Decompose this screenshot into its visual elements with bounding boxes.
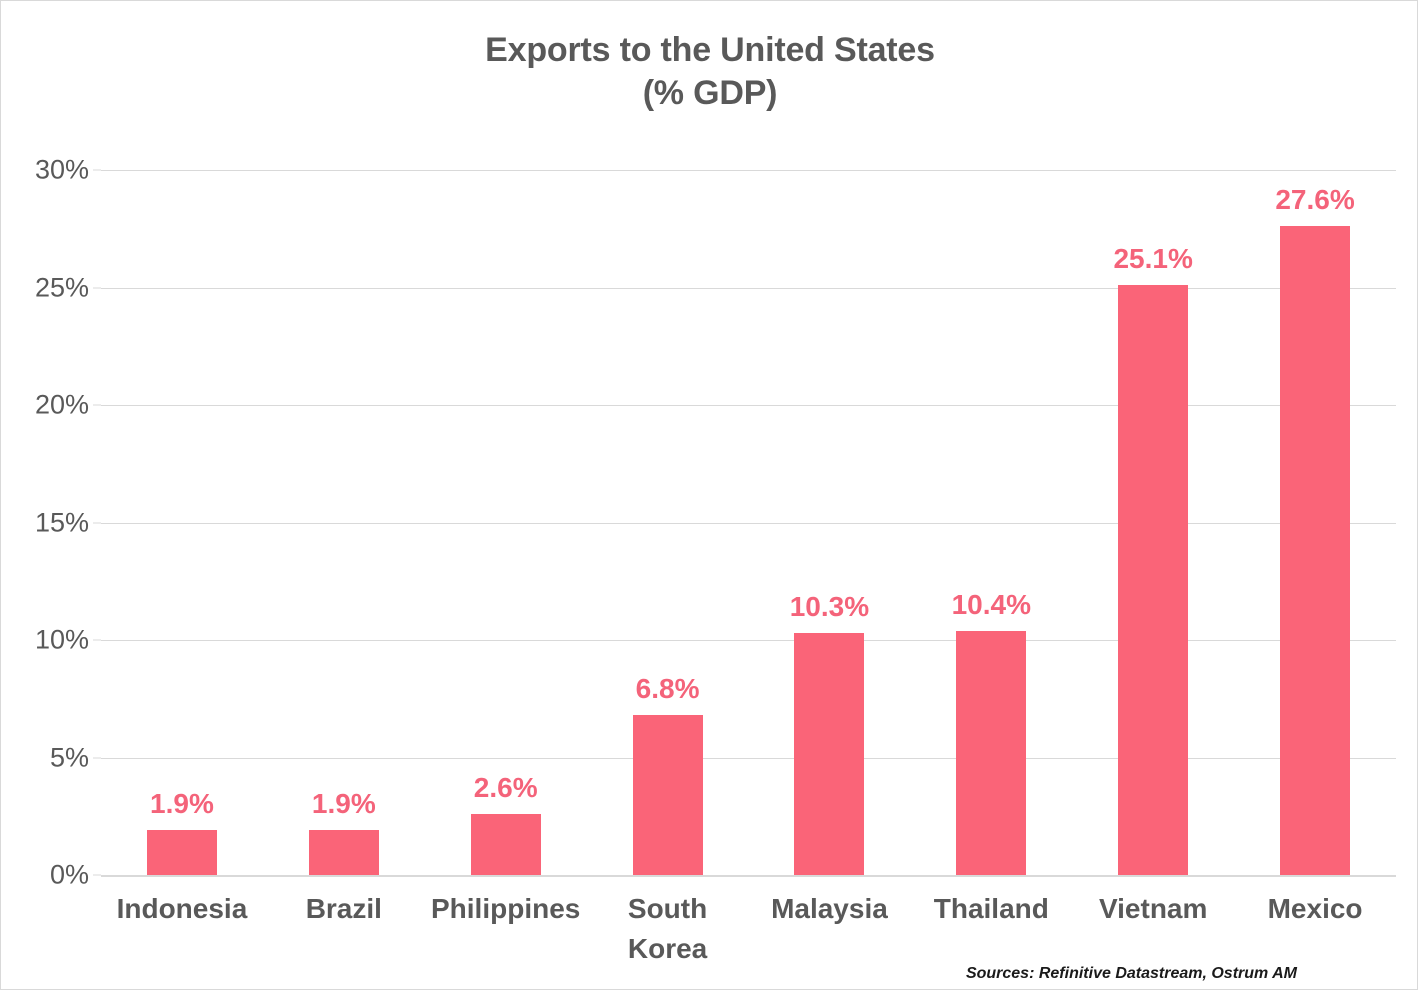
x-axis-tick-label-line: Philippines (431, 893, 581, 924)
y-axis-tick-mark (93, 874, 101, 876)
y-axis-tick-label: 10% (34, 624, 89, 655)
bar-value-label: 10.4% (951, 588, 1032, 620)
bar[interactable] (956, 630, 1027, 875)
bar-group: 1.9% (101, 170, 263, 875)
x-axis-tick-label: Thailand (910, 889, 1072, 929)
y-axis-tick-mark (93, 639, 101, 641)
chart-title-line-1: Exports to the United States (485, 31, 935, 69)
bar-group: 10.3% (749, 170, 911, 875)
x-axis: Indonesia Brazil Philippines South Korea Mala… (101, 889, 1396, 979)
bar-group: 10.4% (910, 170, 1072, 875)
x-axis-tick-label-line: Brazil (305, 893, 382, 924)
x-axis-tick-label: Mexico (1234, 889, 1396, 929)
bar[interactable] (470, 813, 541, 875)
bar[interactable] (632, 715, 703, 875)
gridline-0 (101, 875, 1396, 877)
bar-value-label: 1.9% (311, 788, 376, 820)
gridline-20 (101, 405, 1396, 406)
x-axis-tick-label-line: Malaysia (771, 893, 888, 924)
y-axis-tick-mark (93, 287, 101, 288)
x-axis-tick-label-line: Indonesia (116, 893, 248, 924)
gridline-30 (101, 170, 1396, 171)
bar-group: 27.6% (1234, 170, 1396, 875)
bar[interactable] (146, 830, 217, 875)
bar[interactable] (1118, 285, 1189, 875)
bar-value-label: 27.6% (1275, 184, 1355, 216)
bar-value-label: 2.6% (473, 771, 538, 803)
x-axis-tick-label-line: South (627, 893, 708, 924)
x-axis-tick-label: South Korea (587, 889, 749, 969)
x-axis-tick-label: Philippines (425, 889, 587, 929)
gridline-25 (101, 287, 1396, 289)
x-axis-tick-label-line: Mexico (1267, 893, 1363, 924)
bar-group: 6.8% (587, 170, 749, 875)
y-axis-tick-mark (93, 404, 101, 406)
bar-value-label: 1.9% (150, 788, 214, 820)
bar-value-label: 6.8% (635, 673, 700, 705)
y-axis-tick-mark (93, 522, 101, 523)
y-axis-tick-mark (93, 757, 101, 758)
x-axis-tick-label-line: Korea (627, 932, 708, 964)
y-axis-tick-mark (93, 169, 101, 171)
x-axis-tick-label: Vietnam (1072, 889, 1234, 929)
x-axis-tick-label: Brazil (263, 889, 425, 929)
chart-title: Exports to the United States (% GDP) (1, 29, 1417, 115)
bar-group: 1.9% (263, 170, 425, 875)
y-axis-tick-label: 20% (34, 389, 89, 420)
chart-title-line-2: (% GDP) (642, 73, 778, 112)
bar-value-label: 10.3% (789, 590, 870, 622)
bar[interactable] (308, 830, 379, 875)
y-axis-tick-label: 15% (34, 507, 89, 537)
bar-series: 1.9% 1.9% 2.6% 6.8% 10.3% 10.4% 25.1% 27.6% (101, 170, 1396, 875)
bar-value-label: 25.1% (1113, 243, 1193, 275)
plot-area (101, 170, 1396, 877)
source-note: Sources: Refinitive Datastream, Ostrum A… (965, 965, 1297, 982)
bar[interactable] (1280, 226, 1351, 875)
y-axis-tick-label: 30% (34, 154, 89, 185)
x-axis-tick-label-line: Vietnam (1098, 893, 1208, 924)
y-axis-tick-label: 25% (34, 272, 89, 302)
gridline-15 (101, 522, 1396, 524)
gridline-5 (101, 757, 1396, 759)
gridline-10 (101, 640, 1396, 641)
x-axis-tick-label-line: Thailand (933, 893, 1049, 924)
x-axis-tick-label: Malaysia (749, 889, 911, 929)
y-axis-tick-label: 5% (49, 742, 89, 772)
bar[interactable] (794, 632, 865, 875)
bar-group: 25.1% (1072, 170, 1234, 875)
x-axis-tick-label: Indonesia (101, 889, 263, 929)
y-axis: 30% 25% 20% 15% 10% 5% 0% (1, 155, 1417, 890)
bar-group: 2.6% (425, 170, 587, 875)
y-axis-tick-label: 0% (49, 859, 89, 890)
